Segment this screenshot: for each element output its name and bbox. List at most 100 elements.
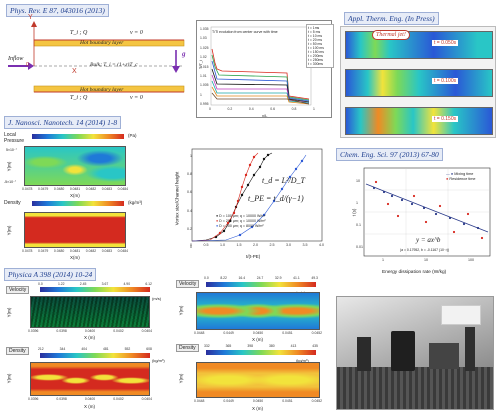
- cb-tick: 212: [38, 347, 44, 351]
- velocity-mid-xticks: 0.0448 0.0449 0.0450 0.0451 0.0452: [194, 331, 322, 335]
- velocity-left-xlabel: X (m): [84, 335, 95, 340]
- xtick: 1: [382, 258, 384, 262]
- density-title: Density: [4, 200, 21, 206]
- xtick: 0.0480: [53, 249, 65, 253]
- density-left-xticks: 0.0396 0.0398 0.0400 0.0402 0.0404: [28, 397, 152, 401]
- velocity-mid-xlabel: X (m): [252, 337, 263, 342]
- cb-tick: 332: [204, 344, 210, 348]
- xtick: 1: [313, 107, 315, 111]
- bottom-hot-layer-label: Hot boundary layer: [80, 87, 124, 93]
- density-mid-xlabel: X (m): [252, 406, 263, 411]
- legend-entry: t = 150 ms: [308, 50, 324, 54]
- cb-tick: 16.4: [238, 276, 246, 280]
- pressure-ylabel: Y(m): [6, 161, 12, 172]
- light-panel: [441, 305, 481, 325]
- optical-table: [337, 367, 493, 409]
- cb-tick: 49.3: [311, 276, 318, 280]
- velocity-left-ylabel: Y(m): [6, 307, 12, 318]
- xtick: 0: [190, 243, 192, 247]
- density-mid-xticks: 0.0448 0.0449 0.0450 0.0451 0.0452: [194, 399, 322, 403]
- density-left-xlabel: X (m): [84, 404, 95, 409]
- legend-entry: ● D = 200 µm; q = 8000 W/m²: [216, 224, 264, 228]
- density-left-unit: (kg/m³): [152, 358, 165, 363]
- velocity-left-map: [30, 296, 150, 328]
- ytick: 1.03: [200, 36, 207, 41]
- channel-schematic: [8, 21, 185, 93]
- top-hot-layer-label: Hot boundary layer: [80, 40, 124, 46]
- ytick: 0.995: [200, 102, 209, 107]
- pressure-xlabel: X(m): [70, 193, 80, 198]
- density-mid-map: [196, 362, 320, 398]
- jet-time-2: t = 0.100s: [432, 78, 459, 84]
- thermal-jet-callout: Thermal jet!: [372, 30, 410, 40]
- pressure-map: [24, 146, 126, 186]
- vortex-ylabel: Vortex size/Channel height: [174, 171, 180, 226]
- bottom-boundary-condition: T_i ; Q: [70, 95, 88, 101]
- ytick: 0.8: [187, 172, 192, 177]
- pressure-xticks: 0.0478 0.0479 0.0480 0.0481 0.0482 0.048…: [22, 187, 128, 191]
- ytick: 0.4: [187, 208, 192, 213]
- xtick: 0.0484: [117, 187, 128, 191]
- t-curve-7: [211, 86, 310, 105]
- velocity-left-unit: (m/s): [152, 296, 162, 301]
- legend-entry: t = 250ms: [308, 58, 323, 62]
- density-left-title: Density: [6, 347, 29, 355]
- chem-yticks: 10 1 0.1 0.01: [356, 170, 363, 258]
- density-unit: (kg/m³): [128, 200, 143, 205]
- xtick: 0.0398: [56, 329, 67, 333]
- xtick: 0.0451: [282, 399, 293, 403]
- density-ylabel: Y(m): [6, 225, 12, 236]
- t-evolution-plot: [196, 20, 332, 118]
- t-curve-2: [211, 54, 310, 101]
- y-axis-label: Y: [28, 14, 33, 21]
- pressure-title-2: Pressure: [4, 138, 25, 144]
- ytick: 1.005: [200, 83, 209, 88]
- xtick: 4.0: [319, 243, 324, 247]
- bulk-label: Bulk; T_i = (1+ε)T_c: [90, 62, 138, 68]
- density-map: [24, 212, 126, 248]
- vortex-eq2: t_PE = t_d/(γ−1): [248, 194, 304, 203]
- vortex-legend: ● D = 100 µm; q = 10000 W/m² ● D = 200 µ…: [216, 214, 266, 229]
- pressure-colorbar: [32, 134, 124, 139]
- xtick: 0.0481: [69, 187, 81, 191]
- density-left-colorbar: [40, 353, 150, 358]
- cb-tick: 41.1: [293, 276, 300, 280]
- cb-tick: 8.22: [220, 276, 227, 280]
- density-left-ticks: 212 344 404 481 552 608: [38, 347, 152, 351]
- xtick: 0.0451: [282, 331, 293, 335]
- ytick: 0.6: [187, 190, 192, 195]
- ytick: 1.025: [200, 45, 209, 50]
- gravity-label: g: [182, 50, 186, 58]
- density-mid-title: Density: [176, 344, 199, 352]
- cb-tick: 380: [268, 344, 275, 348]
- x-axis-label: X: [72, 68, 77, 75]
- t-curve-3: [211, 60, 310, 102]
- ytick: 1.02: [200, 55, 207, 60]
- vortex-xlabel: t/(t-PE): [246, 254, 261, 259]
- xtick: 0.0450: [252, 399, 264, 403]
- t-evolution-legend: t = 1ms t = 5 ms t = 10 ms t = 20 ms t =…: [306, 24, 334, 68]
- t-curve-8: [211, 92, 310, 105]
- xtick: 2.5: [269, 243, 275, 247]
- xtick: 3.5: [302, 243, 308, 247]
- t-evolution-svg: [210, 26, 312, 106]
- density-left-ylabel: Y(m): [6, 373, 12, 384]
- xtick: 0.0482: [85, 249, 97, 253]
- vortex-xticks: 0 0.5 1.0 1.5 2.0 2.5 3.0 3.5 4.0: [190, 243, 324, 247]
- cb-tick: 365: [225, 344, 232, 348]
- xtick: 0.0404: [141, 397, 152, 401]
- xtick: 0: [209, 107, 211, 111]
- xtick: 1.0: [220, 243, 225, 247]
- cb-tick: 4.90: [123, 282, 131, 286]
- xtick: 0.0404: [141, 329, 152, 333]
- ytick: 1: [190, 154, 192, 158]
- ytick: 1.01: [200, 74, 207, 79]
- velocity-left-xticks: 0.0396 0.0398 0.0400 0.0402 0.0404: [28, 329, 152, 333]
- legend-entry: t = 200ms: [308, 54, 323, 58]
- vortex-svg: [191, 148, 323, 242]
- cb-tick: 2.45: [79, 282, 87, 286]
- legend-entry: ● D = 100 µm; q = 10000 W/m²: [216, 214, 266, 218]
- cb-tick: 413: [290, 344, 297, 348]
- cb-tick: 0.0: [204, 276, 209, 280]
- xtick: 0.0400: [84, 397, 96, 401]
